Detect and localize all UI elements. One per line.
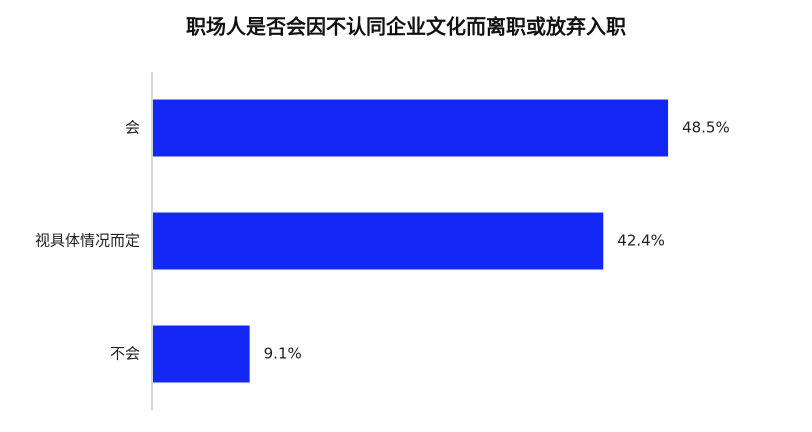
- value-label: 9.1%: [264, 345, 302, 363]
- bar: [153, 325, 250, 383]
- chart-title: 职场人是否会因不认同企业文化而离职或放弃入职: [186, 15, 626, 39]
- value-label: 42.4%: [617, 232, 665, 250]
- bar: [153, 99, 669, 157]
- y-tick-label: 不会: [110, 345, 140, 363]
- y-tick-label: 视具体情况而定: [35, 232, 140, 250]
- y-tick-label: 会: [125, 119, 140, 137]
- bar: [153, 212, 604, 270]
- value-label: 48.5%: [682, 119, 730, 137]
